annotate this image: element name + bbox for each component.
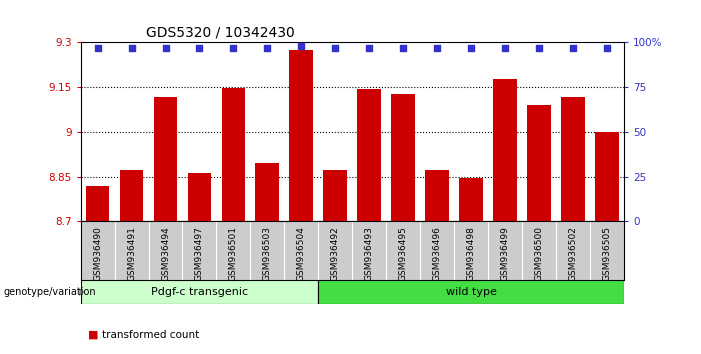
Polygon shape bbox=[79, 288, 85, 296]
Text: Pdgf-c transgenic: Pdgf-c transgenic bbox=[151, 287, 248, 297]
Text: wild type: wild type bbox=[446, 287, 496, 297]
Text: GSM936496: GSM936496 bbox=[433, 226, 442, 281]
Text: GSM936501: GSM936501 bbox=[229, 226, 238, 281]
Text: GSM936498: GSM936498 bbox=[467, 226, 475, 281]
Point bbox=[228, 45, 239, 51]
Point bbox=[261, 45, 273, 51]
Text: GSM936494: GSM936494 bbox=[161, 226, 170, 281]
Text: GSM936500: GSM936500 bbox=[534, 226, 543, 281]
Point bbox=[567, 45, 578, 51]
Text: GSM936503: GSM936503 bbox=[263, 226, 272, 281]
Point bbox=[296, 43, 307, 49]
Text: GSM936492: GSM936492 bbox=[331, 226, 340, 281]
Bar bbox=[81, 280, 318, 304]
Bar bbox=[323, 170, 347, 221]
Text: GSM936493: GSM936493 bbox=[365, 226, 374, 281]
Point bbox=[364, 45, 375, 51]
Text: transformed count: transformed count bbox=[102, 330, 199, 339]
Bar bbox=[561, 97, 585, 221]
Point bbox=[160, 45, 171, 51]
Bar bbox=[255, 163, 279, 221]
Text: GSM936495: GSM936495 bbox=[399, 226, 408, 281]
Text: GSM936491: GSM936491 bbox=[127, 226, 136, 281]
Bar bbox=[358, 88, 381, 221]
Text: GSM936499: GSM936499 bbox=[501, 226, 510, 281]
Point bbox=[465, 45, 477, 51]
Bar bbox=[86, 186, 109, 221]
Point bbox=[329, 45, 341, 51]
Point bbox=[601, 45, 613, 51]
Bar bbox=[188, 173, 211, 221]
Bar bbox=[494, 79, 517, 221]
Point bbox=[92, 45, 103, 51]
Bar bbox=[426, 170, 449, 221]
Bar bbox=[459, 178, 483, 221]
Bar bbox=[527, 105, 551, 221]
Point bbox=[126, 45, 137, 51]
Point bbox=[432, 45, 443, 51]
Point bbox=[499, 45, 510, 51]
Bar bbox=[222, 88, 245, 221]
Bar bbox=[290, 50, 313, 221]
Text: GDS5320 / 10342430: GDS5320 / 10342430 bbox=[146, 26, 294, 40]
Text: GSM936490: GSM936490 bbox=[93, 226, 102, 281]
Text: GSM936504: GSM936504 bbox=[297, 226, 306, 281]
Bar bbox=[595, 132, 619, 221]
Bar bbox=[154, 97, 177, 221]
Bar bbox=[391, 94, 415, 221]
Point bbox=[397, 45, 409, 51]
Bar bbox=[318, 280, 624, 304]
Bar bbox=[120, 170, 144, 221]
Text: ■: ■ bbox=[88, 330, 98, 339]
Point bbox=[533, 45, 545, 51]
Text: GSM936502: GSM936502 bbox=[569, 226, 578, 281]
Text: genotype/variation: genotype/variation bbox=[4, 287, 96, 297]
Point bbox=[194, 45, 205, 51]
Text: GSM936497: GSM936497 bbox=[195, 226, 204, 281]
Text: GSM936505: GSM936505 bbox=[602, 226, 611, 281]
